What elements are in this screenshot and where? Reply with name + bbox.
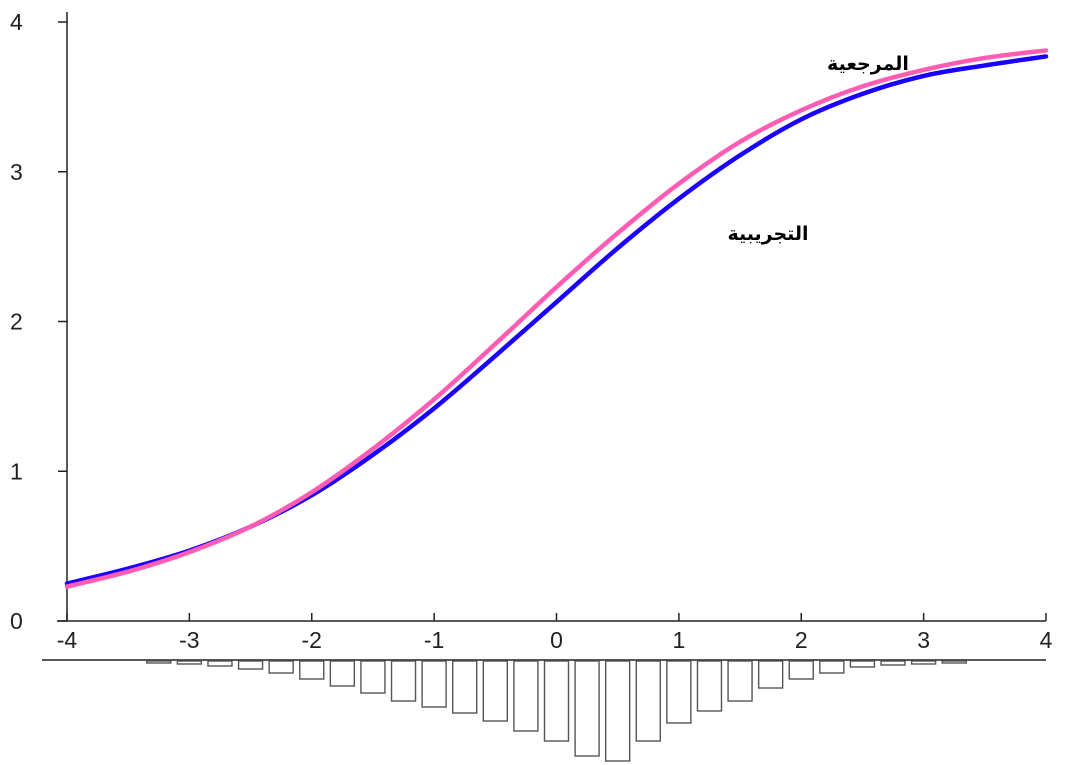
series-label-experimental: التجريبية [727, 223, 808, 245]
y-tick-label: 1 [10, 458, 23, 484]
y-tick-label: 4 [10, 9, 23, 35]
histogram-bar [452, 660, 478, 714]
histogram-bar [146, 660, 172, 664]
histogram-bar [819, 660, 845, 674]
series-line-reference [64, 48, 1049, 589]
x-tick-labels: -4 -3 -2 -1 0 1 2 3 4 [57, 627, 1053, 653]
series-lines [64, 48, 1049, 589]
x-tick-label: 4 [1040, 627, 1053, 653]
x-tick-label: 1 [672, 627, 685, 653]
histogram-bar [207, 660, 233, 667]
x-tick-label: 2 [795, 627, 808, 653]
histogram-bar [849, 660, 876, 668]
histogram-bar [176, 660, 203, 665]
histogram-bar [237, 660, 264, 670]
x-tick-label: 3 [917, 627, 930, 653]
histogram-bar [880, 660, 906, 666]
histogram-bar [910, 660, 937, 665]
histogram-bar [727, 660, 753, 702]
histogram-bar [666, 660, 692, 724]
x-tick-label: -1 [424, 627, 444, 653]
histogram-bar [299, 660, 325, 680]
x-tick-label: -3 [179, 627, 199, 653]
y-tick-label: 2 [10, 309, 23, 335]
x-tick-label: -4 [57, 627, 78, 653]
x-tick-label: 0 [550, 627, 563, 653]
histogram-bar [757, 660, 784, 689]
series-label-reference: المرجعية [827, 53, 909, 75]
histogram-bar [513, 660, 539, 732]
histogram-bar [604, 660, 631, 762]
histogram-bar [788, 660, 814, 680]
histogram-bar [390, 660, 417, 702]
histogram-bar [268, 660, 294, 674]
y-tick-labels: 0 1 2 3 4 [10, 9, 23, 634]
histogram-bar [635, 660, 661, 742]
histogram-bar [941, 660, 967, 664]
histogram-bar [482, 660, 509, 722]
histogram-bar [696, 660, 723, 712]
histogram-bar [329, 660, 356, 687]
histogram-bar [574, 660, 600, 757]
y-tick-label: 3 [10, 159, 23, 185]
histogram-bar [360, 660, 386, 694]
axes [42, 12, 1047, 661]
series-line-experimental [64, 54, 1049, 586]
series-labels: المرجعية التجريبية [727, 53, 909, 245]
histogram [146, 660, 967, 762]
histogram-bar [543, 660, 570, 742]
y-tick-label: 0 [10, 608, 23, 634]
x-tick-label: -2 [302, 627, 322, 653]
histogram-bar [421, 660, 447, 708]
